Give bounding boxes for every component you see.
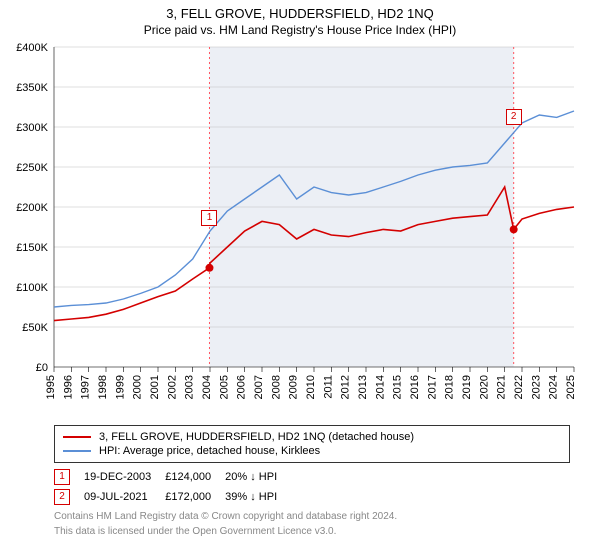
x-tick-label: 2006 bbox=[236, 375, 248, 399]
sale-marker-badge: 1 bbox=[201, 210, 217, 226]
y-tick-label: £400K bbox=[16, 42, 48, 54]
x-tick-label: 1997 bbox=[80, 375, 92, 399]
y-tick-label: £50K bbox=[22, 322, 48, 334]
chart: £0 £50K £100K £150K £200K £250K £300K £350K £400… bbox=[0, 41, 600, 421]
y-tick-label: £300K bbox=[16, 122, 48, 134]
transaction-delta: 20% ↓ HPI bbox=[225, 467, 291, 487]
x-tick-label: 2021 bbox=[496, 375, 508, 399]
x-tick-label: 2023 bbox=[530, 375, 542, 399]
y-tick-label: £150K bbox=[16, 242, 48, 254]
legend-swatch bbox=[63, 436, 91, 438]
legend-swatch bbox=[63, 450, 91, 452]
footer-copyright: Contains HM Land Registry data © Crown c… bbox=[54, 511, 570, 522]
x-tick-label: 2018 bbox=[444, 375, 456, 399]
transaction-row: 2 09-JUL-2021£172,00039% ↓ HPI bbox=[54, 487, 291, 507]
legend-label: 3, FELL GROVE, HUDDERSFIELD, HD2 1NQ (de… bbox=[99, 431, 414, 443]
x-tick-label: 2012 bbox=[340, 375, 352, 399]
x-tick-label: 2009 bbox=[288, 375, 300, 399]
legend-label: HPI: Average price, detached house, Kirk… bbox=[99, 445, 320, 457]
x-tick-label: 2000 bbox=[132, 375, 144, 399]
x-tick-label: 2008 bbox=[270, 375, 282, 399]
transaction-marker: 2 bbox=[54, 489, 70, 505]
x-tick-label: 2003 bbox=[184, 375, 196, 399]
x-tick-label: 2017 bbox=[426, 375, 438, 399]
y-tick-label: £200K bbox=[16, 202, 48, 214]
legend: 3, FELL GROVE, HUDDERSFIELD, HD2 1NQ (de… bbox=[54, 425, 570, 463]
sale-dot bbox=[205, 264, 213, 272]
sale-dot bbox=[510, 225, 518, 233]
transaction-row: 1 19-DEC-2003£124,00020% ↓ HPI bbox=[54, 467, 291, 487]
x-tick-label: 2019 bbox=[461, 375, 473, 399]
x-tick-label: 2025 bbox=[565, 375, 577, 399]
x-tick-label: 2013 bbox=[357, 375, 369, 399]
x-tick-label: 2010 bbox=[305, 375, 317, 399]
x-tick-label: 1995 bbox=[45, 375, 57, 399]
transaction-date: 09-JUL-2021 bbox=[84, 487, 165, 507]
x-tick-label: 2020 bbox=[478, 375, 490, 399]
sale-marker-badge: 2 bbox=[506, 109, 522, 125]
x-tick-label: 2022 bbox=[513, 375, 525, 399]
x-tick-label: 2001 bbox=[149, 375, 161, 399]
legend-row: HPI: Average price, detached house, Kirk… bbox=[63, 444, 561, 458]
x-tick-label: 2004 bbox=[201, 375, 213, 399]
legend-row: 3, FELL GROVE, HUDDERSFIELD, HD2 1NQ (de… bbox=[63, 430, 561, 444]
x-tick-label: 2007 bbox=[253, 375, 265, 399]
transaction-price: £124,000 bbox=[165, 467, 225, 487]
x-tick-label: 2024 bbox=[548, 375, 560, 399]
transaction-price: £172,000 bbox=[165, 487, 225, 507]
x-tick-label: 2005 bbox=[218, 375, 230, 399]
x-tick-label: 1996 bbox=[62, 375, 74, 399]
y-tick-label: £0 bbox=[36, 362, 48, 374]
y-tick-label: £350K bbox=[16, 82, 48, 94]
x-tick-label: 1998 bbox=[97, 375, 109, 399]
transactions-table: 1 19-DEC-2003£124,00020% ↓ HPI 2 09-JUL-202… bbox=[54, 467, 291, 507]
x-tick-label: 2011 bbox=[322, 375, 334, 399]
y-tick-label: £250K bbox=[16, 162, 48, 174]
transaction-marker: 1 bbox=[54, 469, 70, 485]
x-tick-label: 2015 bbox=[392, 375, 404, 399]
x-tick-label: 2014 bbox=[374, 375, 386, 399]
x-tick-label: 2016 bbox=[409, 375, 421, 399]
x-tick-label: 1999 bbox=[114, 375, 126, 399]
chart-title: 3, FELL GROVE, HUDDERSFIELD, HD2 1NQ bbox=[0, 0, 600, 21]
x-tick-label: 2002 bbox=[166, 375, 178, 399]
chart-subtitle: Price paid vs. HM Land Registry's House … bbox=[0, 21, 600, 41]
transaction-date: 19-DEC-2003 bbox=[84, 467, 165, 487]
footer-licence: This data is licensed under the Open Gov… bbox=[54, 526, 570, 537]
transaction-delta: 39% ↓ HPI bbox=[225, 487, 291, 507]
y-tick-label: £100K bbox=[16, 282, 48, 294]
